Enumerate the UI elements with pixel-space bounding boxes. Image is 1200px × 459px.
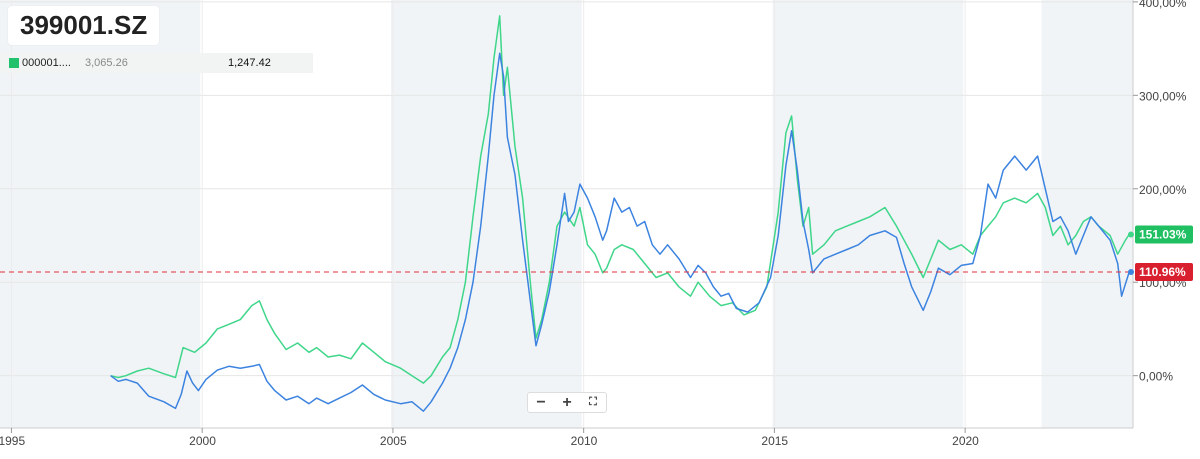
green-end-label: 151.03% — [1139, 228, 1187, 242]
zoom-in-button[interactable]: + — [562, 394, 572, 411]
shaded-period — [1041, 0, 1133, 428]
zoom-controls: − + ⛶ — [527, 392, 607, 413]
blue-end-dot — [1128, 268, 1134, 275]
y-tick-label: 400,00% — [1139, 0, 1187, 10]
shaded-period — [772, 0, 964, 428]
x-tick-label: 2015 — [761, 434, 788, 448]
blue-series-line — [110, 52, 1130, 412]
legend-value-2: 1,247.42 — [228, 57, 271, 69]
y-tick-label: 300,00% — [1139, 89, 1187, 103]
legend-row[interactable]: 000001.... 3,065.26 1,247.42 — [0, 53, 313, 73]
green-end-dot — [1128, 231, 1134, 238]
y-tick-label: 200,00% — [1139, 183, 1187, 197]
blue-end-label: 110.96% — [1139, 265, 1186, 279]
x-axis: 1995 2000 2005 2010 2015 2020 — [0, 427, 1133, 448]
y-axis: 0,00%100,00%200,00%300,00%400,00% — [1132, 0, 1187, 428]
x-tick-label: 2020 — [952, 434, 979, 448]
x-tick-label: 2000 — [189, 434, 216, 448]
legend-ellipsis: .... — [58, 57, 71, 69]
shaded-period — [391, 0, 582, 428]
zoom-out-button[interactable]: − — [536, 394, 546, 411]
x-tick-label: 2005 — [380, 434, 407, 448]
gridlines — [0, 0, 1133, 428]
legend-swatch — [9, 58, 19, 68]
page-title: 399001.SZ — [8, 6, 160, 45]
y-tick-label: 0,00% — [1139, 370, 1173, 384]
end-labels: 151.03% 110.96% — [1128, 225, 1193, 281]
green-series-line — [110, 15, 1130, 384]
blue-end-label-bg — [1135, 262, 1193, 281]
legend-name-text: 000001 — [22, 57, 59, 69]
series-layer — [110, 15, 1130, 412]
fit-screen-icon[interactable]: ⛶ — [589, 396, 597, 408]
green-end-label-bg — [1135, 225, 1193, 244]
x-tick-label: 2010 — [571, 434, 598, 448]
x-tick-label: 1995 — [0, 434, 25, 448]
legend-series-name: 000001.... — [22, 57, 71, 69]
legend-value-1: 3,065.26 — [85, 57, 128, 69]
